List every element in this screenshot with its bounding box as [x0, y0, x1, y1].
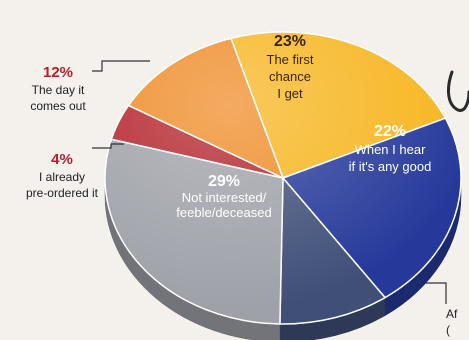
cropped-title-glyph: [447, 70, 469, 112]
slice-percent-4: 4%: [51, 151, 73, 168]
slice-label-line-1-0: When I hear: [355, 142, 426, 157]
slice-label-2: Af (: [446, 307, 458, 337]
slice-label-0: 23% The first chance I get: [267, 33, 314, 101]
leader-line-2: [426, 282, 447, 304]
slice-label-line-0-0: The first: [267, 52, 314, 67]
slice-percent-0: 23%: [274, 33, 306, 50]
slice-label-line-5-0: The day it: [32, 83, 85, 97]
slice-label-5: 12% The day it comes out: [30, 64, 86, 113]
slice-label-line-0-1: chance: [269, 69, 311, 84]
slice-label-line-4-0: I already: [39, 170, 85, 184]
slice-label-line-2-0: Af: [446, 307, 458, 321]
slice-label-line-3-0: Not interested/: [182, 190, 267, 205]
pie-gloss: [105, 32, 461, 324]
slice-label-4: 4% I already pre-ordered it: [26, 151, 99, 200]
slice-label-line-4-1: pre-ordered it: [26, 186, 99, 200]
slice-label-line-0-2: I get: [277, 86, 303, 101]
slice-label-line-3-1: feeble/deceased: [176, 205, 271, 220]
slice-percent-3: 29%: [208, 173, 240, 190]
slice-percent-5: 12%: [43, 64, 73, 81]
slice-label-3: 29%Not interested/feeble/deceased: [176, 173, 271, 220]
slice-label-line-1-1: if it's any good: [349, 159, 432, 174]
leader-line-5: [92, 60, 150, 72]
slice-label-1: 22% When I hear if it's any good: [349, 123, 432, 174]
slice-percent-1: 22%: [374, 123, 406, 140]
slice-label-line-2-1: (: [446, 323, 450, 337]
leader-line-4: [92, 143, 124, 149]
slice-label-line-5-1: comes out: [30, 99, 86, 113]
